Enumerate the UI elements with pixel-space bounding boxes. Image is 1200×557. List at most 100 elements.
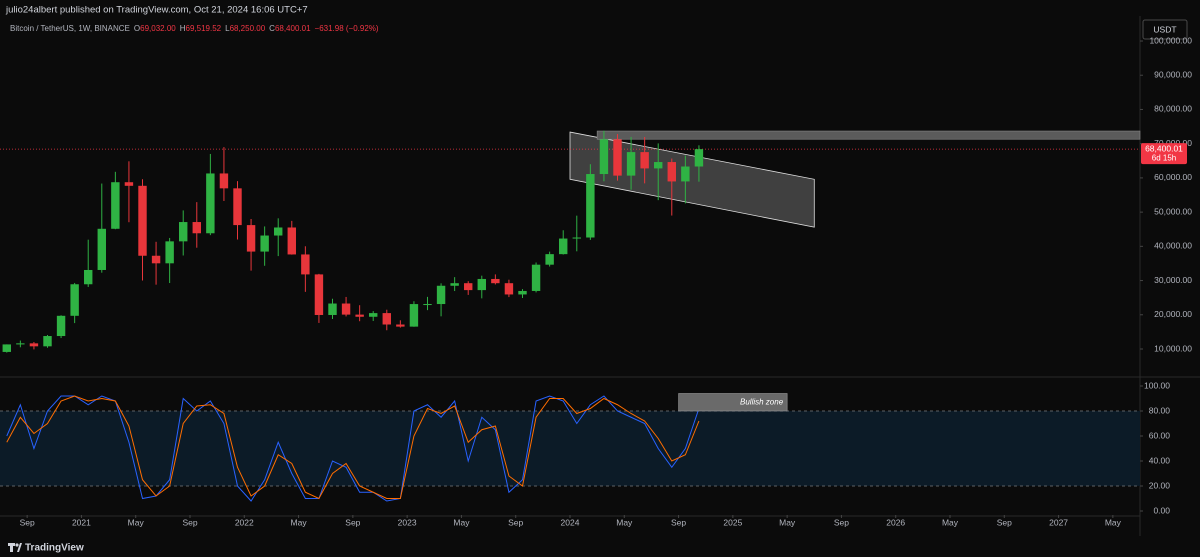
price-tick-label: 70,000.00 bbox=[1154, 138, 1192, 148]
x-tick-label: May bbox=[453, 517, 470, 527]
price-tick-label: 10,000.00 bbox=[1154, 343, 1192, 353]
ohlc-label: C bbox=[269, 24, 275, 33]
logo-part bbox=[17, 543, 22, 552]
x-tick-label: 2027 bbox=[1049, 517, 1068, 527]
resistance-zone bbox=[596, 130, 1141, 140]
price-tick-label: 100,000.00 bbox=[1149, 35, 1192, 45]
price-tick-label: 60,000.00 bbox=[1154, 172, 1192, 182]
price-tag bbox=[1141, 143, 1187, 165]
price-tag-countdown: 6d 15h bbox=[1152, 153, 1176, 162]
candle-body bbox=[246, 225, 256, 252]
ohlc-value: 68,250.00 bbox=[230, 24, 266, 33]
candle-body bbox=[16, 343, 25, 345]
ohlc-value: 69,032.00 bbox=[140, 24, 176, 33]
candle-body bbox=[233, 188, 242, 226]
x-tick-label: 2023 bbox=[398, 517, 417, 527]
ohlc-label: L bbox=[225, 24, 230, 33]
candle-body bbox=[667, 162, 676, 182]
candle-body bbox=[450, 283, 459, 286]
logo-part bbox=[15, 543, 19, 547]
candle-body bbox=[219, 173, 229, 189]
candle-body bbox=[124, 182, 134, 186]
candle-body bbox=[29, 343, 39, 347]
candle-body bbox=[111, 182, 120, 229]
x-tick-label: May bbox=[779, 517, 796, 527]
x-tick-label: May bbox=[616, 517, 633, 527]
x-tick-label: Sep bbox=[997, 517, 1012, 527]
candle-body bbox=[43, 336, 52, 347]
osc-tick-label: 40.00 bbox=[1149, 455, 1171, 465]
x-tick-label: May bbox=[1105, 517, 1122, 527]
osc-tick-label: 0.00 bbox=[1153, 505, 1170, 515]
candle-body bbox=[559, 238, 568, 255]
candle-body bbox=[681, 166, 690, 182]
price-tick-label: 40,000.00 bbox=[1154, 241, 1192, 251]
x-tick-label: 2024 bbox=[561, 517, 580, 527]
candle-body bbox=[436, 285, 446, 305]
candle-body bbox=[165, 241, 174, 264]
osc-line bbox=[6, 395, 700, 500]
osc-tick-label: 20.00 bbox=[1149, 480, 1171, 490]
logo-part bbox=[10, 546, 13, 552]
price-tick-label: 90,000.00 bbox=[1154, 69, 1192, 79]
candle-body bbox=[640, 152, 649, 169]
candle-body bbox=[179, 222, 188, 242]
candle-body bbox=[260, 235, 269, 252]
candle-body bbox=[56, 315, 66, 337]
x-tick-label: 2021 bbox=[72, 517, 91, 527]
candle-body bbox=[409, 304, 419, 327]
logo bbox=[8, 543, 22, 552]
price-tick-label: 30,000.00 bbox=[1154, 275, 1192, 285]
publisher-line: julio24albert published on TradingView.c… bbox=[5, 5, 308, 16]
price-tick-label: 80,000.00 bbox=[1154, 104, 1192, 114]
x-tick-label: 2022 bbox=[235, 517, 254, 527]
candle-body bbox=[70, 284, 79, 316]
x-tick-label: May bbox=[291, 517, 308, 527]
osc-tick-label: 80.00 bbox=[1149, 405, 1171, 415]
candle-body bbox=[654, 162, 663, 169]
osc-line bbox=[6, 395, 700, 502]
x-tick-label: Sep bbox=[671, 517, 686, 527]
candle-body bbox=[301, 254, 310, 275]
price-tick-label: 20,000.00 bbox=[1154, 309, 1192, 319]
candle-body bbox=[599, 139, 609, 175]
symbol-title: Bitcoin / TetherUS, 1W, BINANCE bbox=[10, 24, 130, 33]
candle-body bbox=[2, 344, 11, 352]
candle-body bbox=[192, 222, 201, 234]
currency-label: USDT bbox=[1153, 24, 1176, 34]
logo-part bbox=[8, 543, 15, 546]
ohlc-value: 68,400.01 bbox=[275, 24, 311, 33]
candle-body bbox=[151, 255, 161, 264]
candle-body bbox=[504, 283, 514, 295]
candle-body bbox=[464, 283, 473, 291]
currency-box bbox=[1142, 19, 1188, 40]
candle-body bbox=[314, 274, 324, 315]
price-tag-value: 68,400.01 bbox=[1145, 143, 1183, 153]
x-tick-label: Sep bbox=[508, 517, 523, 527]
osc-tick-label: 100.00 bbox=[1144, 380, 1170, 390]
zone-label: Bullish zone bbox=[740, 397, 784, 406]
candle-body bbox=[531, 264, 541, 291]
candle-body bbox=[572, 237, 581, 239]
candle-body bbox=[341, 303, 351, 315]
footer-bar bbox=[0, 537, 1200, 557]
candle-body bbox=[694, 149, 704, 167]
ohlc-value: 69,519.52 bbox=[186, 24, 222, 33]
price-tick-label: 50,000.00 bbox=[1154, 206, 1192, 216]
candle-body bbox=[328, 303, 337, 315]
candle-body bbox=[382, 313, 391, 325]
brand: TradingView bbox=[25, 543, 84, 554]
candle-body bbox=[287, 227, 296, 255]
x-tick-label: May bbox=[128, 517, 145, 527]
candle-body bbox=[138, 185, 147, 256]
x-tick-label: Sep bbox=[345, 517, 360, 527]
zone-box bbox=[678, 393, 788, 412]
candle-body bbox=[518, 290, 527, 295]
x-tick-label: Sep bbox=[182, 517, 197, 527]
candle-body bbox=[369, 313, 378, 317]
band-fill bbox=[0, 411, 1140, 486]
ohlc-change: −631.98 (−0.92%) bbox=[315, 24, 379, 33]
candle-body bbox=[396, 324, 405, 327]
candle-body bbox=[84, 269, 93, 285]
candle-body bbox=[477, 278, 486, 291]
